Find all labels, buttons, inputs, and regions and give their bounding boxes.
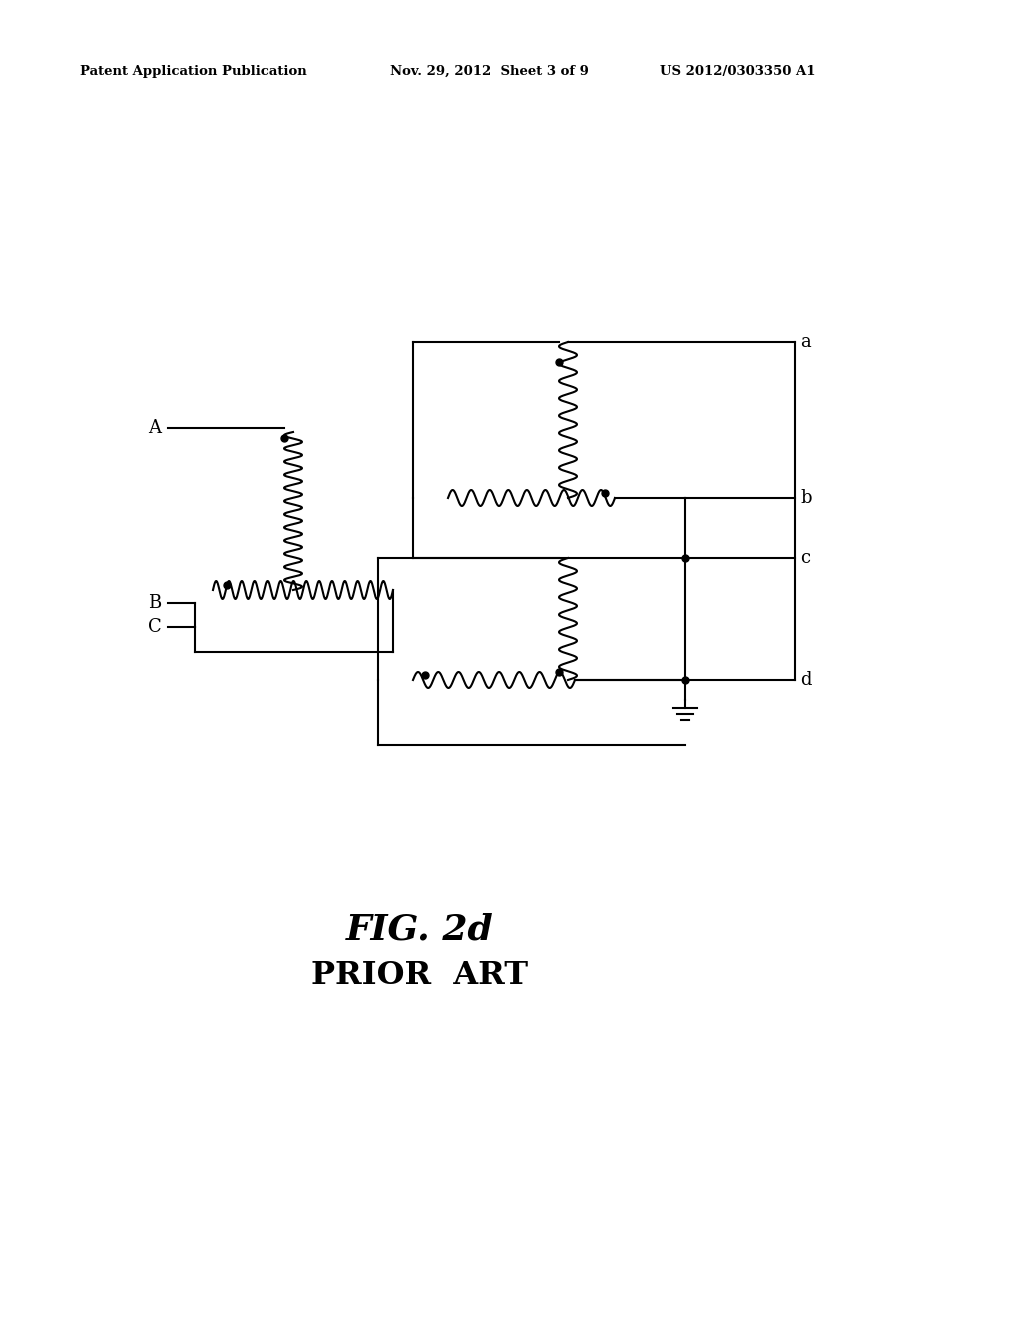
Text: B: B <box>148 594 161 612</box>
Text: b: b <box>800 488 811 507</box>
Text: PRIOR  ART: PRIOR ART <box>311 960 528 990</box>
Text: a: a <box>800 333 811 351</box>
Text: A: A <box>148 418 161 437</box>
Text: FIG. 2d: FIG. 2d <box>346 913 494 946</box>
Text: Patent Application Publication: Patent Application Publication <box>80 65 307 78</box>
Text: C: C <box>148 618 162 636</box>
Text: Nov. 29, 2012  Sheet 3 of 9: Nov. 29, 2012 Sheet 3 of 9 <box>390 65 589 78</box>
Text: US 2012/0303350 A1: US 2012/0303350 A1 <box>660 65 815 78</box>
Text: c: c <box>800 549 810 568</box>
Text: d: d <box>800 671 811 689</box>
